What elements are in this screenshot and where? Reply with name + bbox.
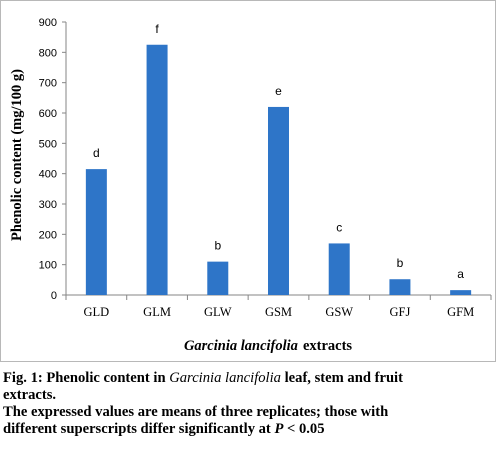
caption-line-2: extracts. (3, 387, 57, 403)
bar-gfm (450, 290, 472, 295)
y-axis: 0 100 200 300 400 500 600 700 800 900 (39, 17, 67, 302)
x-axis: GLD GLM GLW GSM GSW GFJ GFM (65, 294, 492, 319)
x-tick-label: GLW (204, 305, 232, 319)
bar-gfj (389, 279, 411, 295)
caption-line4-post: < 0.05 (283, 421, 325, 437)
x-tick-label: GSM (265, 305, 292, 319)
x-axis-title-rest: extracts (303, 338, 352, 354)
bar-superscript-label: c (336, 220, 342, 234)
bars (85, 44, 472, 295)
caption-line4-italic: P (274, 421, 284, 437)
x-tick-label: GSW (325, 305, 353, 319)
bar-superscript-label: e (275, 84, 282, 98)
y-tick-label: 200 (39, 229, 57, 241)
y-tick-label: 600 (39, 108, 57, 120)
bar-superscript-label: f (155, 22, 159, 36)
bar-glw (207, 261, 229, 295)
y-tick-label: 400 (39, 169, 57, 181)
figure-caption: Fig. 1: Phenolic content in Garcinia lan… (3, 370, 497, 438)
caption-line-3: The expressed values are means of three … (3, 404, 389, 420)
chart-border (0, 0, 496, 362)
y-tick-label: 700 (39, 78, 57, 90)
y-tick-label: 300 (39, 199, 57, 211)
x-axis-title-italic: Garcinia lancifolia (184, 338, 298, 354)
y-axis-title: Phenolic content (mg/100 g) (9, 69, 25, 241)
y-tick-label: 0 (51, 290, 57, 302)
x-tick-label: GLD (84, 305, 110, 319)
bar-gld (85, 169, 107, 295)
bar-superscript-label: b (214, 239, 221, 253)
y-tick-label: 900 (39, 17, 57, 29)
bar-superscript-label: d (93, 146, 100, 160)
caption-line-1: Fig. 1: Phenolic content in Garcinia lan… (3, 370, 497, 387)
x-tick-label: GFM (447, 305, 474, 319)
bar-gsm (268, 106, 289, 295)
y-tick-label: 800 (39, 47, 57, 59)
caption-line4-pre: different superscripts differ significan… (3, 421, 275, 437)
x-axis-title: Garcinia lancifolia extracts (184, 338, 352, 354)
caption-line1-post: leaf, stem and fruit (280, 370, 403, 386)
caption-line-4: different superscripts differ significan… (3, 421, 497, 438)
bar-superscript-label: a (457, 267, 464, 281)
bar-gsw (328, 243, 350, 295)
x-tick-label: GLM (143, 305, 171, 319)
y-tick-label: 100 (39, 260, 57, 272)
bar-superscript-label: b (397, 256, 404, 270)
bar-glm (146, 44, 168, 295)
caption-line1-italic: Garcinia lancifolia (169, 370, 281, 386)
bar-labels: d f b e c b a (93, 22, 464, 281)
caption-fig-label: Fig. 1: (3, 370, 43, 386)
y-tick-label: 500 (39, 138, 57, 150)
caption-line1-pre: Phenolic content in (42, 370, 170, 386)
x-tick-label: GFJ (390, 305, 411, 319)
